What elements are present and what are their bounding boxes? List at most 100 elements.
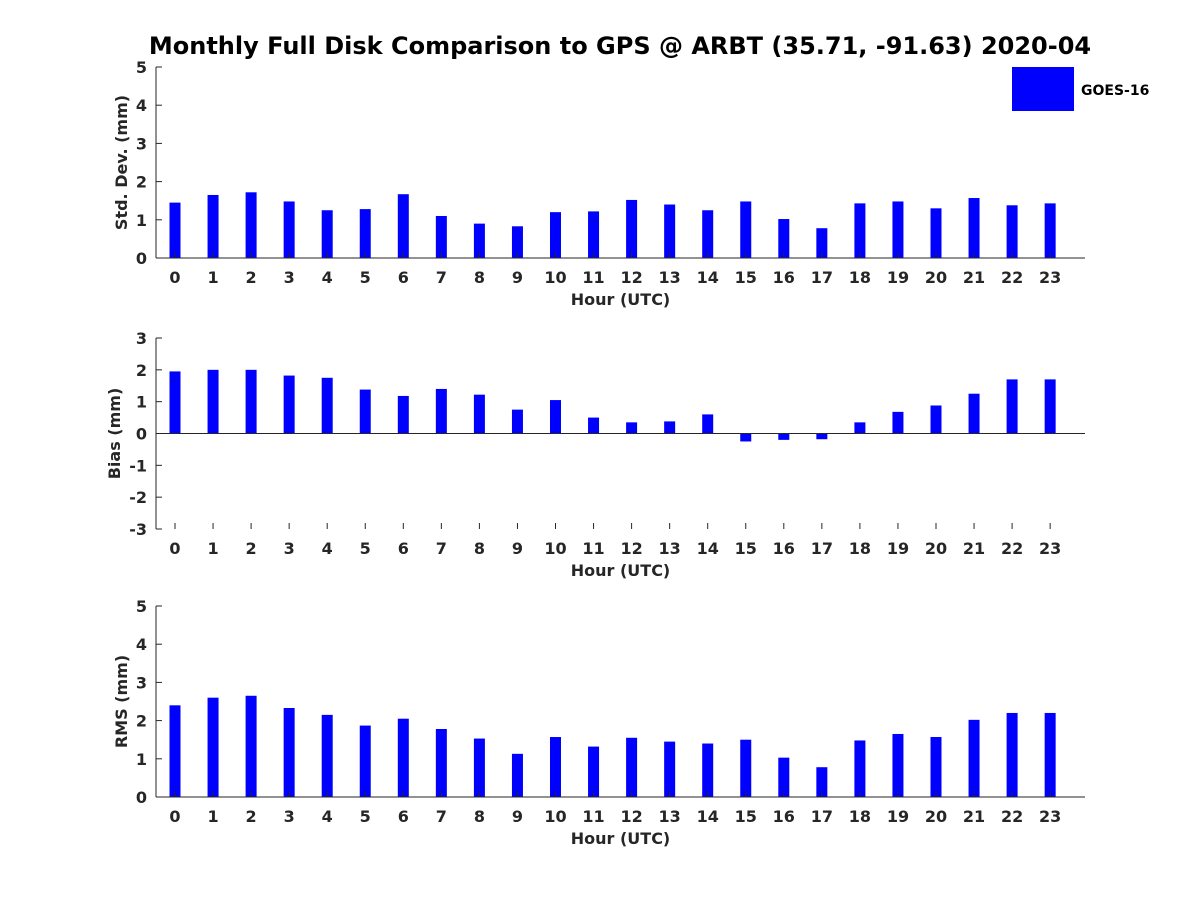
bar-hour-6 xyxy=(397,194,409,258)
x-axis-label: Hour (UTC) xyxy=(571,829,671,848)
bar-hour-5 xyxy=(359,725,371,797)
x-tick-label: 1 xyxy=(207,268,218,287)
y-tick-label: 3 xyxy=(136,134,147,153)
bar-hour-23 xyxy=(1044,712,1056,797)
bar-hour-14 xyxy=(702,414,714,434)
bar-hour-16 xyxy=(778,219,790,258)
x-tick-label: 4 xyxy=(322,539,333,558)
bar-hour-4 xyxy=(321,210,333,258)
x-tick-label: 14 xyxy=(697,807,719,826)
x-tick-label: 17 xyxy=(811,268,833,287)
x-tick-label: 23 xyxy=(1039,268,1061,287)
bar-hour-20 xyxy=(930,737,942,797)
x-tick-label: 1 xyxy=(207,807,218,826)
y-tick-label: 4 xyxy=(136,96,147,115)
x-tick-label: 0 xyxy=(169,268,180,287)
x-tick-label: 4 xyxy=(322,807,333,826)
bar-hour-22 xyxy=(1006,712,1018,797)
bar-hour-21 xyxy=(968,198,980,258)
x-tick-label: 0 xyxy=(169,807,180,826)
x-tick-label: 8 xyxy=(474,807,485,826)
x-tick-label: 11 xyxy=(582,807,604,826)
bar-hour-16 xyxy=(778,433,790,440)
bar-hour-22 xyxy=(1006,205,1018,258)
x-tick-label: 14 xyxy=(697,539,719,558)
x-tick-label: 9 xyxy=(512,539,523,558)
bar-hour-7 xyxy=(435,729,447,797)
bar-hour-0 xyxy=(169,705,181,797)
x-tick-label: 12 xyxy=(620,807,642,826)
bar-hour-1 xyxy=(207,369,219,434)
x-tick-label: 6 xyxy=(398,539,409,558)
x-tick-label: 7 xyxy=(436,539,447,558)
bar-hour-16 xyxy=(778,757,790,797)
bar-hour-10 xyxy=(550,737,561,797)
x-tick-label: 6 xyxy=(398,807,409,826)
bar-hour-5 xyxy=(359,389,371,434)
bar-hour-2 xyxy=(245,369,257,434)
bar-hour-13 xyxy=(664,421,676,434)
bar-hour-0 xyxy=(169,202,181,258)
y-axis-label: Bias (mm) xyxy=(105,388,124,480)
bar-hour-8 xyxy=(473,223,485,258)
x-tick-label: 5 xyxy=(360,539,371,558)
bar-hour-18 xyxy=(854,203,866,258)
x-tick-label: 0 xyxy=(169,539,180,558)
x-tick-label: 21 xyxy=(963,268,985,287)
y-tick-label: -1 xyxy=(129,456,147,475)
y-tick-label: 1 xyxy=(136,211,147,230)
y-tick-label: 3 xyxy=(136,329,147,348)
x-tick-label: 21 xyxy=(963,807,985,826)
bar-hour-1 xyxy=(207,194,219,258)
x-tick-label: 19 xyxy=(887,539,909,558)
bar-hour-4 xyxy=(321,714,333,797)
x-tick-label: 18 xyxy=(849,539,871,558)
x-tick-label: 23 xyxy=(1039,539,1061,558)
bar-hour-11 xyxy=(588,746,600,797)
bar-hour-22 xyxy=(1006,379,1018,434)
bar-hour-10 xyxy=(550,400,561,434)
x-tick-label: 15 xyxy=(735,268,757,287)
x-tick-label: 10 xyxy=(544,807,566,826)
x-tick-label: 7 xyxy=(436,807,447,826)
bar-hour-17 xyxy=(816,433,828,440)
x-tick-label: 10 xyxy=(544,539,566,558)
bar-hour-3 xyxy=(283,201,295,258)
bar-hour-5 xyxy=(359,209,371,258)
x-tick-label: 13 xyxy=(659,268,681,287)
y-axis-label: Std. Dev. (mm) xyxy=(112,95,131,230)
y-tick-label: 2 xyxy=(136,361,147,380)
bar-hour-8 xyxy=(473,394,485,434)
bar-hour-2 xyxy=(245,695,257,797)
x-tick-label: 10 xyxy=(544,268,566,287)
x-tick-label: 21 xyxy=(963,539,985,558)
x-tick-label: 20 xyxy=(925,539,947,558)
bar-hour-23 xyxy=(1044,203,1056,258)
bar-hour-9 xyxy=(511,226,523,258)
bar-hour-23 xyxy=(1044,379,1056,434)
y-tick-label: 0 xyxy=(136,249,147,268)
y-tick-label: 2 xyxy=(136,712,147,731)
x-tick-label: 18 xyxy=(849,807,871,826)
bar-hour-3 xyxy=(283,707,295,797)
x-tick-label: 8 xyxy=(474,539,485,558)
bar-hour-19 xyxy=(892,411,904,434)
x-tick-label: 22 xyxy=(1001,268,1023,287)
x-tick-label: 16 xyxy=(773,539,795,558)
bar-hour-17 xyxy=(816,767,828,797)
x-tick-label: 5 xyxy=(360,268,371,287)
bar-hour-15 xyxy=(740,201,752,258)
bar-hour-4 xyxy=(321,377,333,434)
x-tick-label: 7 xyxy=(436,268,447,287)
bar-hour-12 xyxy=(626,422,638,434)
x-tick-label: 6 xyxy=(398,268,409,287)
x-tick-label: 8 xyxy=(474,268,485,287)
bar-hour-9 xyxy=(511,409,523,434)
x-tick-label: 17 xyxy=(811,539,833,558)
x-tick-label: 12 xyxy=(620,268,642,287)
x-tick-label: 9 xyxy=(512,268,523,287)
x-tick-label: 2 xyxy=(246,539,257,558)
x-axis-label: Hour (UTC) xyxy=(571,290,671,309)
bar-hour-12 xyxy=(626,199,638,258)
